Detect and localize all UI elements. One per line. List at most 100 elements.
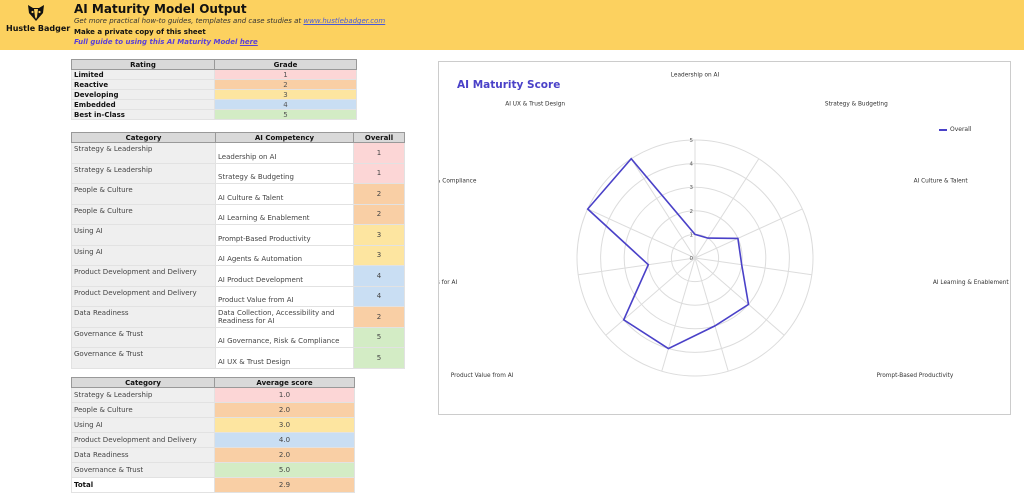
rating-grade: 2 (214, 79, 357, 90)
average-category: Using AI (71, 417, 215, 433)
competency-overall: 2 (353, 306, 405, 328)
rating-row: Developing 3 (71, 89, 357, 100)
competency-category: Using AI (71, 224, 216, 246)
radar-category-label: Data Collection, Accessibility and Readi… (439, 280, 457, 286)
competency-name: Product Value from AI (215, 285, 354, 307)
competency-name: Strategy & Budgeting (215, 162, 354, 184)
competency-table: Category AI Competency Overall Strategy … (71, 132, 405, 369)
competency-row: Strategy & Leadership Leadership on AI 1 (71, 142, 405, 164)
competency-overall: 4 (353, 265, 405, 287)
total-label: Total (71, 477, 215, 493)
average-category: Data Readiness (71, 447, 215, 463)
competency-category: Using AI (71, 244, 216, 266)
category-header: Category (71, 132, 216, 143)
competency-overall: 2 (353, 183, 405, 205)
competency-name: AI Culture & Talent (215, 183, 354, 205)
average-row: People & Culture 2.0 (71, 402, 355, 418)
rating-grade: 5 (214, 109, 357, 120)
competency-name: Data Collection, Accessibility and Readi… (215, 306, 354, 328)
overall-header: Overall (353, 132, 405, 143)
rating-label: Embedded (71, 99, 215, 110)
rating-row: Embedded 4 (71, 99, 357, 110)
guide-text: Full guide to using this AI Maturity Mod… (74, 38, 240, 46)
radar-spoke (694, 158, 760, 259)
rating-grade: 3 (214, 89, 357, 100)
private-copy-text: Make a private copy of this sheet (74, 28, 206, 36)
radar-tick-label: 2 (690, 209, 694, 215)
page-title: AI Maturity Model Output (74, 2, 247, 16)
competency-name: AI Learning & Enablement (215, 203, 354, 225)
radar-category-label: Prompt-Based Productivity (877, 373, 954, 379)
badger-icon (28, 5, 44, 21)
competency-overall: 1 (353, 142, 405, 164)
total-row: Total 2.9 (71, 477, 355, 493)
average-score-table: Category Average score Strategy & Leader… (71, 377, 355, 493)
radar-chart-panel[interactable]: AI Maturity Score Overall 0 1 2 3 4 5 Leadersh… (438, 61, 1011, 415)
grade-header: Grade (214, 59, 357, 70)
competency-category: Product Development and Delivery (71, 265, 216, 287)
logo-text: Hustle Badger (6, 24, 71, 33)
competency-overall: 3 (353, 224, 405, 246)
radar-chart: 0 1 2 3 4 5 Leadership on AI Strategy & Budgeti… (439, 72, 1009, 379)
average-score: 3.0 (214, 417, 355, 433)
guide-link[interactable]: here (239, 38, 258, 46)
competency-row: Governance & Trust AI Governance, Risk & … (71, 326, 405, 348)
competency-name: AI Agents & Automation (215, 244, 354, 266)
radar-spoke (694, 208, 803, 259)
radar-spoke (587, 208, 696, 259)
competency-category: People & Culture (71, 183, 216, 205)
rating-label: Best in-Class (71, 109, 215, 120)
competency-header: AI Competency (215, 132, 354, 143)
rating-table: Rating Grade Limited 1 Reactive 2 Developing… (71, 59, 357, 120)
competency-row: Using AI Prompt-Based Productivity 3 (71, 224, 405, 246)
header-banner: Hustle Badger AI Maturity Model Output G… (0, 0, 1024, 50)
radar-tick-label: 4 (690, 162, 694, 168)
rating-row: Best in-Class 5 (71, 109, 357, 120)
rating-label: Limited (71, 69, 215, 80)
competency-category: Governance & Trust (71, 326, 216, 348)
rating-row: Reactive 2 (71, 79, 357, 90)
radar-spoke (661, 257, 696, 372)
chart-legend: Overall (939, 126, 971, 133)
radar-category-label: AI UX & Trust Design (505, 101, 565, 107)
legend-swatch (939, 128, 947, 131)
rating-grade: 1 (214, 69, 357, 80)
radar-spoke (578, 257, 696, 276)
radar-tick-label: 5 (690, 138, 694, 144)
competency-category: Strategy & Leadership (71, 162, 216, 184)
rating-label: Reactive (71, 79, 215, 90)
competency-name: Prompt-Based Productivity (215, 224, 354, 246)
average-row: Using AI 3.0 (71, 417, 355, 433)
average-score: 1.0 (214, 387, 355, 403)
radar-tick-label: 1 (690, 232, 694, 238)
average-category: Product Development and Delivery (71, 432, 215, 448)
competency-row: People & Culture AI Learning & Enablement… (71, 203, 405, 225)
competency-row: People & Culture AI Culture & Talent 2 (71, 183, 405, 205)
subtitle-text: Get more practical how-to guides, templa… (74, 17, 304, 25)
average-score: 5.0 (214, 462, 355, 478)
rating-header: Rating (71, 59, 215, 70)
competency-name: AI Product Development (215, 265, 354, 287)
average-category: People & Culture (71, 402, 215, 418)
rating-grade: 4 (214, 99, 357, 110)
hustlebadger-link[interactable]: www.hustlebadger.com (303, 17, 386, 25)
competency-overall: 5 (353, 326, 405, 348)
average-score: 4.0 (214, 432, 355, 448)
radar-category-label: Leadership on AI (671, 72, 720, 78)
subtitle-line: Get more practical how-to guides, templa… (74, 17, 385, 25)
competency-row: Using AI AI Agents & Automation 3 (71, 244, 405, 266)
competency-category: Data Readiness (71, 306, 216, 328)
competency-category: People & Culture (71, 203, 216, 225)
average-row: Data Readiness 2.0 (71, 447, 355, 463)
radar-tick-label: 3 (690, 185, 694, 191)
average-category: Governance & Trust (71, 462, 215, 478)
rating-row: Limited 1 (71, 69, 357, 80)
competency-overall: 1 (353, 162, 405, 184)
average-category: Strategy & Leadership (71, 387, 215, 403)
average-score: 2.0 (214, 402, 355, 418)
competency-overall: 5 (353, 347, 405, 369)
radar-category-label: AI Governance, Risk & Compliance (439, 179, 477, 185)
avg-score-header: Average score (214, 377, 355, 388)
competency-name: AI Governance, Risk & Compliance (215, 326, 354, 348)
average-row: Governance & Trust 5.0 (71, 462, 355, 478)
